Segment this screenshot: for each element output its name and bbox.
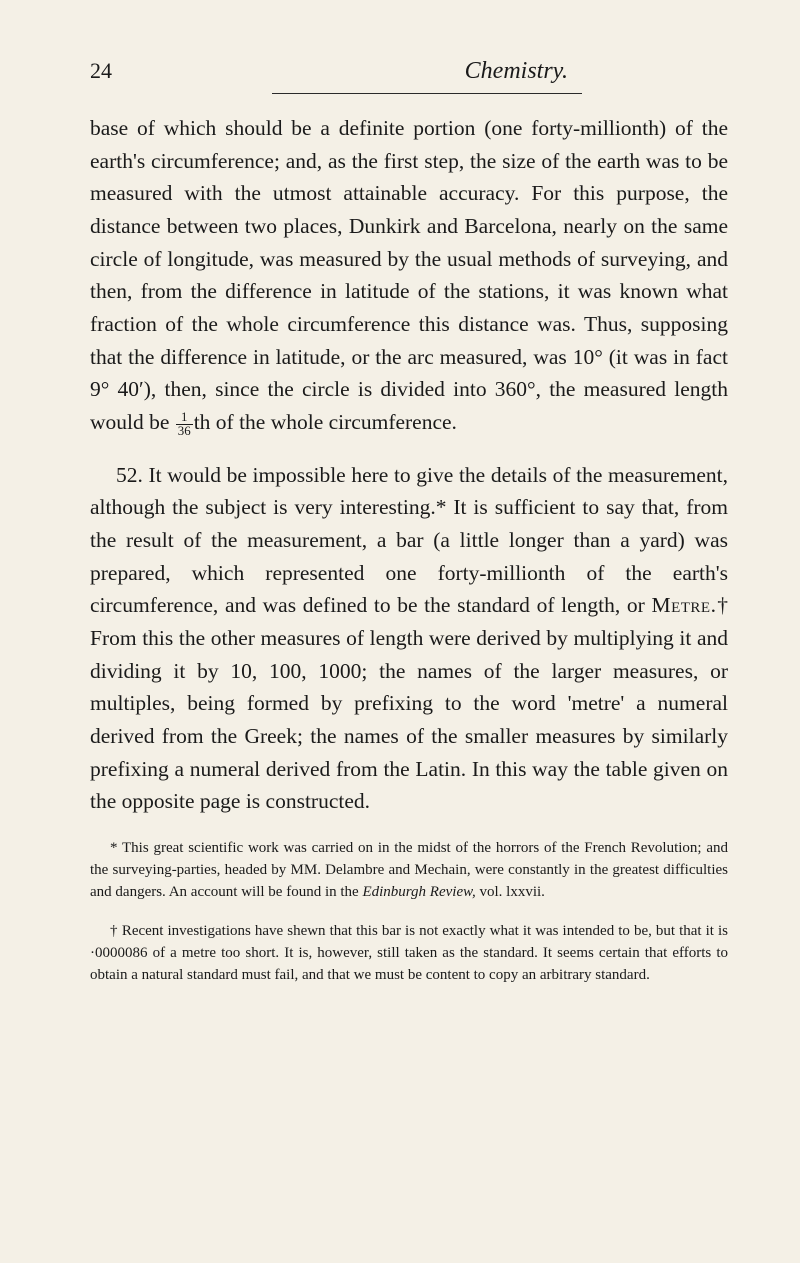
page-header: 24 Chemistry. xyxy=(90,58,728,85)
footnote-1-italic: Edinburgh Review, xyxy=(362,884,475,900)
fraction-denominator: 36 xyxy=(176,425,193,438)
fraction-1-36: 136 xyxy=(176,411,193,438)
paragraph-2: 52. It would be impossible here to give … xyxy=(90,459,728,818)
footnote-2-text: Recent investigations have shewn that th… xyxy=(90,923,728,983)
page-number: 24 xyxy=(90,58,112,84)
footnote-1-end: vol. lxxvii. xyxy=(476,884,545,900)
footnote-2-marker: † xyxy=(110,923,118,939)
footnote-2: † Recent investigations have shewn that … xyxy=(90,921,728,986)
paragraph-1-end: th of the whole circumference. xyxy=(194,410,457,434)
paragraph-2-text: It would be impossible here to give the … xyxy=(90,463,728,618)
paragraph-1: base of which should be a definite porti… xyxy=(90,112,728,439)
paragraph-2-number: 52. xyxy=(116,463,143,487)
paragraph-2-continuation: .† From this the other measures of lengt… xyxy=(90,593,728,813)
footnote-1: * This great scientific work was carried… xyxy=(90,838,728,903)
metre-term: Metre xyxy=(651,593,710,617)
fraction-numerator: 1 xyxy=(176,411,193,425)
chapter-title: Chemistry. xyxy=(465,58,568,85)
header-divider xyxy=(272,93,582,94)
paragraph-1-text: base of which should be a definite porti… xyxy=(90,116,728,434)
footnote-1-marker: * xyxy=(110,840,118,856)
